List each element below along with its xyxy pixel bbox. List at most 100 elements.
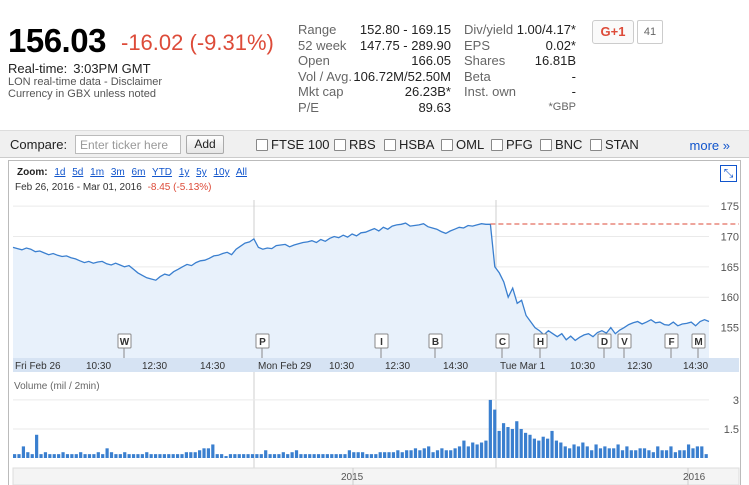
event-flag xyxy=(255,333,270,349)
volume-bar xyxy=(656,446,660,458)
volume-bar xyxy=(43,452,48,458)
checkbox-box[interactable] xyxy=(256,138,268,151)
event-flag xyxy=(617,333,632,349)
google-plus-button[interactable]: G+1 xyxy=(592,20,634,44)
stock-price: 156.03 xyxy=(8,22,106,59)
volume-bar xyxy=(250,454,255,458)
volume-bar xyxy=(294,450,299,458)
volume-bar xyxy=(585,446,589,458)
volume-bar xyxy=(532,438,537,458)
stat-row: EPS 0.02* xyxy=(464,38,576,54)
volume-bar xyxy=(647,450,651,458)
disclaimer-link[interactable]: LON real-time data - Disclaimer xyxy=(8,76,163,88)
zoom-option[interactable]: All xyxy=(235,167,247,178)
volume-bar xyxy=(422,448,426,458)
volume-bar xyxy=(83,454,87,458)
ticker-input[interactable] xyxy=(75,135,181,154)
checkbox-box[interactable] xyxy=(334,138,346,151)
stat-value: 152.80 - 169.15 xyxy=(359,22,451,37)
volume-bar xyxy=(127,454,131,458)
checkbox-box[interactable] xyxy=(590,138,602,151)
expand-icon[interactable]: ⤡ xyxy=(720,165,737,182)
stat-key: Open xyxy=(298,53,330,68)
zoom-option[interactable]: 5d xyxy=(72,167,84,178)
event-flag-label: P xyxy=(259,337,266,348)
volume-bar xyxy=(642,448,647,458)
event-flag xyxy=(664,333,679,349)
volume-bar xyxy=(61,452,65,458)
x-tick-label: 10:30 xyxy=(86,361,111,372)
event-flag-label: D xyxy=(601,337,608,348)
zoom-option[interactable]: 5y xyxy=(196,167,207,178)
volume-bar xyxy=(65,454,70,458)
zoom-option[interactable]: 3m xyxy=(110,167,125,178)
volume-bar xyxy=(453,448,457,458)
volume-bar xyxy=(638,448,642,458)
compare-checkbox[interactable]: FTSE 100 xyxy=(256,137,330,152)
volume-bar xyxy=(347,450,351,458)
compare-checkbox[interactable]: BNC xyxy=(540,137,582,152)
volume-bar xyxy=(105,448,109,458)
volume-bar xyxy=(87,454,92,458)
volume-bar xyxy=(268,454,272,458)
event-flag xyxy=(117,333,132,349)
volume-bar xyxy=(369,454,374,458)
date-range: Feb 26, 2016 - Mar 01, 2016 -8.45 (-5.13… xyxy=(15,182,211,193)
more-tickers-link[interactable]: more » xyxy=(689,138,730,153)
compare-checkbox[interactable]: PFG xyxy=(491,137,533,152)
add-ticker-button[interactable]: Add xyxy=(186,135,224,154)
volume-bar xyxy=(607,448,611,458)
compare-checkbox[interactable]: OML xyxy=(441,137,484,152)
x-tick-label: 10:30 xyxy=(329,361,354,372)
compare-checkbox[interactable]: HSBA xyxy=(384,137,434,152)
price-area xyxy=(13,223,709,358)
event-flag xyxy=(495,333,510,349)
zoom-option[interactable]: 1m xyxy=(90,167,105,178)
volume-bar xyxy=(167,454,171,458)
volume-bar xyxy=(678,450,682,458)
stat-row: Inst. own - xyxy=(464,84,576,100)
volume-bar xyxy=(660,450,664,458)
volume-bar xyxy=(523,432,528,458)
volume-bar xyxy=(26,452,30,458)
stat-key: Vol / Avg. xyxy=(298,68,352,84)
zoom-option[interactable]: 1y xyxy=(178,167,190,178)
stat-row: Range 152.80 - 169.15 xyxy=(298,22,451,38)
volume-bar xyxy=(409,450,413,458)
stat-row: Vol / Avg. 106.72M/52.50M xyxy=(298,69,451,85)
volume-bar xyxy=(162,454,166,458)
volume-bar xyxy=(651,452,655,458)
zoom-option[interactable]: 10y xyxy=(213,167,230,178)
volume-bar xyxy=(418,450,422,458)
stat-value: - xyxy=(571,68,576,84)
volume-bar xyxy=(206,448,211,458)
compare-bar: Compare: Add FTSE 100 RBS HSBA OML PFG B… xyxy=(0,130,749,158)
volume-bar xyxy=(686,444,691,458)
volume-bar xyxy=(664,450,669,458)
compare-checkbox[interactable]: STAN xyxy=(590,137,639,152)
volume-bar xyxy=(479,442,484,458)
event-flag xyxy=(533,333,548,349)
checkbox-box[interactable] xyxy=(540,138,552,151)
volume-bar xyxy=(277,454,281,458)
compare-checkbox[interactable]: RBS xyxy=(334,137,376,152)
zoom-option[interactable]: 1d xyxy=(54,167,66,178)
volume-bar xyxy=(114,454,118,458)
volume-bar xyxy=(537,440,541,458)
volume-bar xyxy=(272,454,277,458)
checkbox-box[interactable] xyxy=(441,138,453,151)
zoom-option[interactable]: YTD xyxy=(152,167,173,178)
volume-bar xyxy=(52,454,56,458)
zoom-option[interactable]: 6m xyxy=(131,167,146,178)
checkbox-box[interactable] xyxy=(491,138,503,151)
event-flag-label: I xyxy=(380,337,383,348)
volume-bar xyxy=(48,454,52,458)
volume-bar xyxy=(123,452,127,458)
checkbox-box[interactable] xyxy=(384,138,396,151)
checkbox-label: STAN xyxy=(605,137,639,152)
volume-bar xyxy=(501,423,506,458)
event-flag-label: W xyxy=(120,337,130,348)
x-tick-label: 14:30 xyxy=(443,361,468,372)
volume-bar xyxy=(616,444,620,458)
